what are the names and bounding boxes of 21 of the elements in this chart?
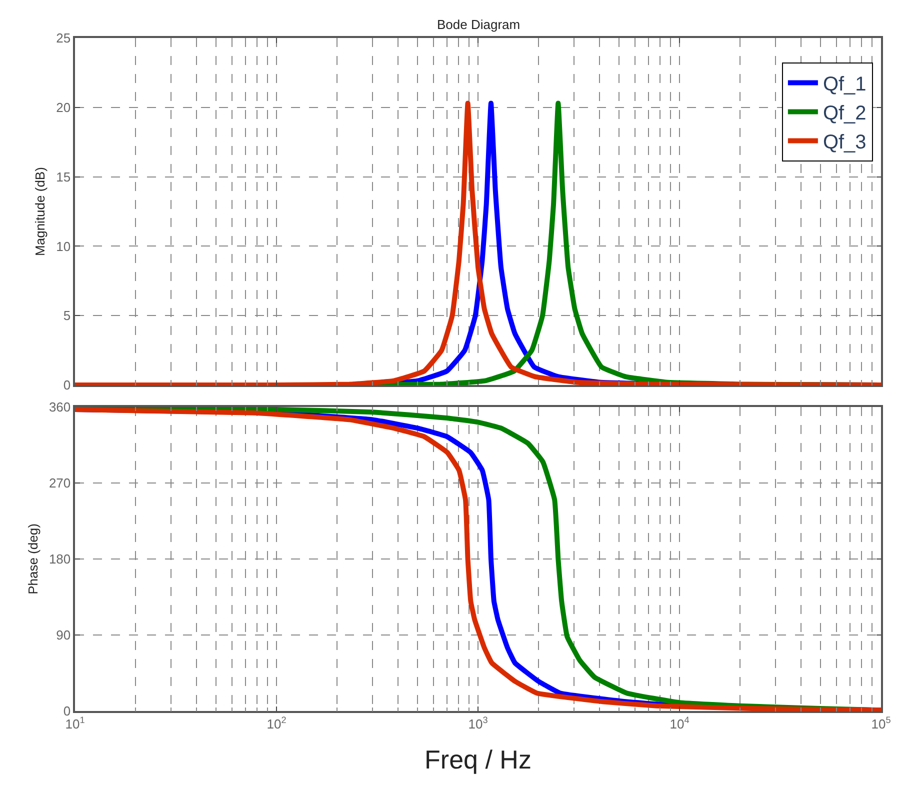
y-tick-label: 15 xyxy=(56,169,71,184)
x-tick-label: 10$^{2}$ xyxy=(266,714,286,732)
legend-label: Qf_3 xyxy=(822,132,866,154)
y-tick-label: 0 xyxy=(63,378,71,393)
x-tick-label: 10$^{3}$ xyxy=(468,714,488,732)
y-tick-label: 360 xyxy=(48,400,71,415)
y-tick-label: 5 xyxy=(63,308,71,324)
y-tick-label: 90 xyxy=(56,628,71,643)
legend-label: Qf_2 xyxy=(822,102,866,125)
legend-label: Qf_1 xyxy=(822,74,866,96)
y-tick-label: 25 xyxy=(56,30,71,46)
x-tick-label: 10$^{4}$ xyxy=(670,714,690,732)
x-tick-label: 10$^{5}$ xyxy=(871,714,891,732)
y-tick-label: 180 xyxy=(48,552,71,567)
y-tick-label: 20 xyxy=(56,100,71,115)
y-tick-label: 270 xyxy=(48,476,71,491)
x-axis-title: Freq / Hz xyxy=(424,744,532,775)
chart-title: Bode Diagram xyxy=(437,17,520,32)
y-tick-label: 10 xyxy=(56,238,71,254)
y-axis-title: Magnitude (dB) xyxy=(32,167,48,256)
y-axis-title: Phase (deg) xyxy=(25,524,40,594)
